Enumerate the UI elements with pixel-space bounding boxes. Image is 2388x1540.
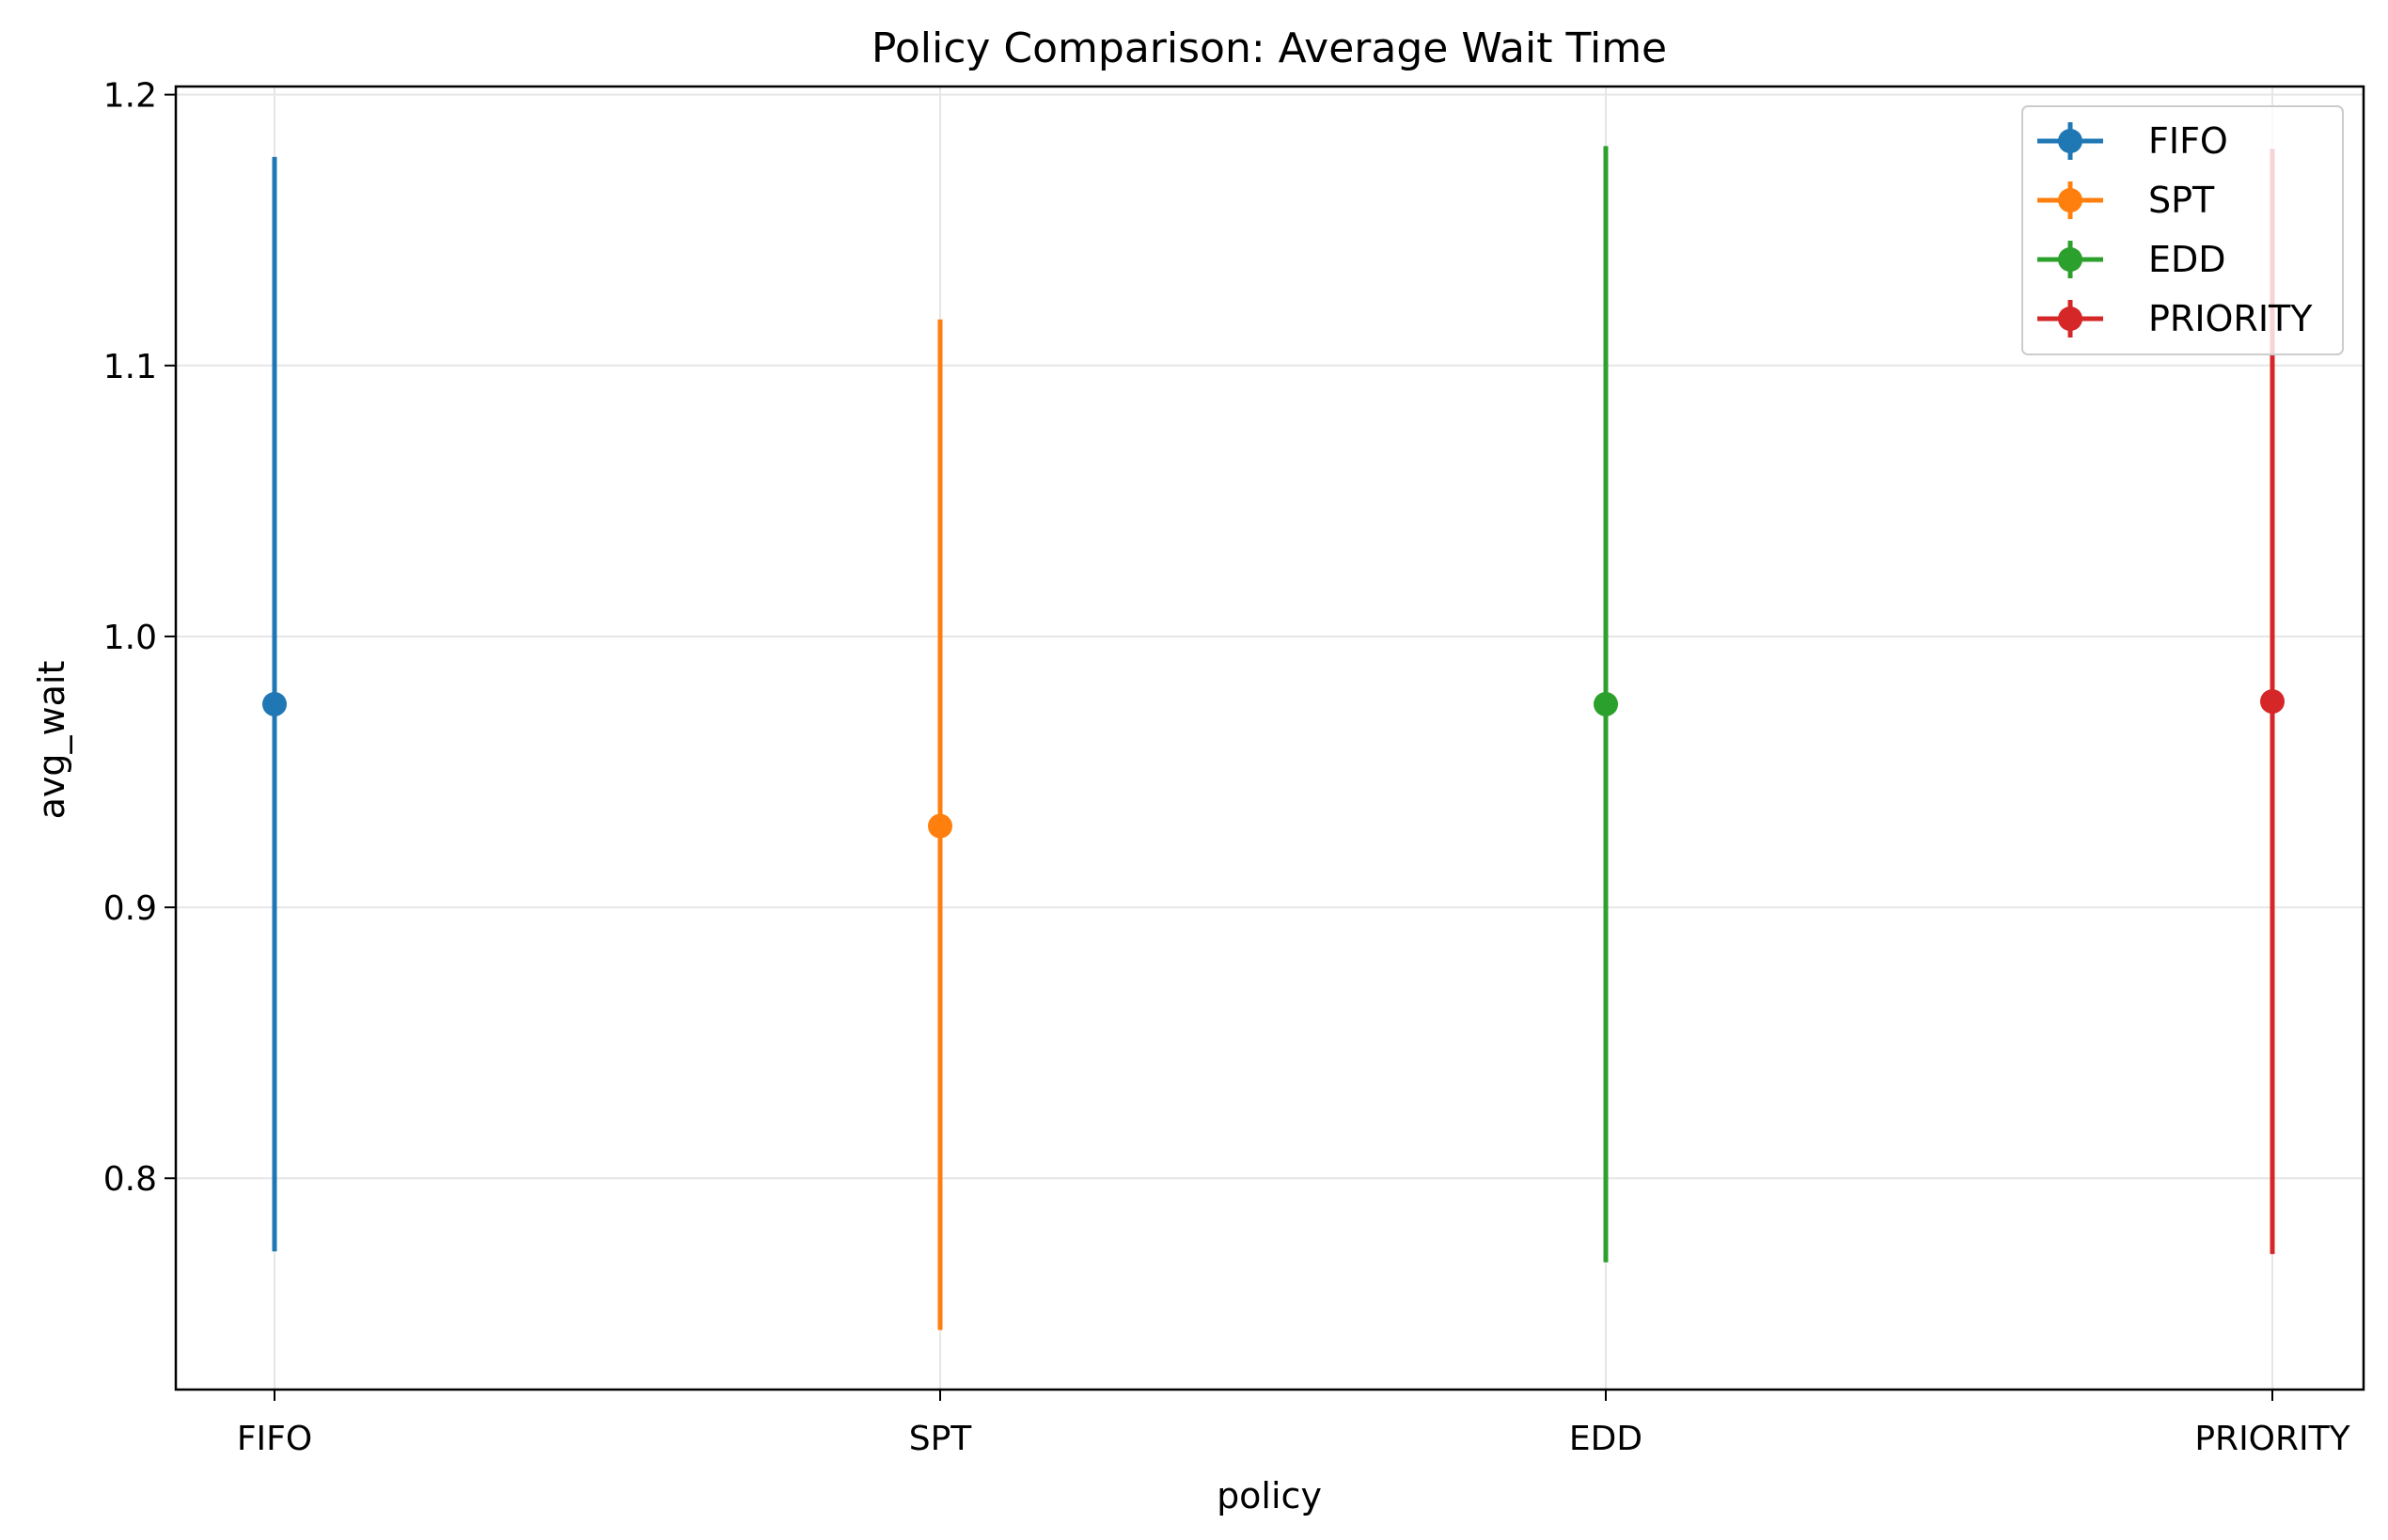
legend-marker-fifo <box>2058 129 2082 153</box>
legend-item-fifo: FIFO <box>2037 120 2228 162</box>
y-axis-label: avg_wait <box>31 661 72 820</box>
legend: FIFO SPT EDD PRIORITY <box>2021 105 2344 355</box>
legend-label-spt: SPT <box>2148 180 2215 221</box>
y-tick-label-0.9: 0.9 <box>103 889 157 928</box>
chart-title: Policy Comparison: Average Wait Time <box>872 24 1667 72</box>
y-ticks: 0.8 0.9 1.0 1.1 1.2 <box>103 77 176 1199</box>
legend-item-priority: PRIORITY <box>2037 298 2313 339</box>
x-tick-label-edd: EDD <box>1569 1420 1642 1458</box>
y-tick-label-1.2: 1.2 <box>103 77 157 116</box>
y-tick-label-0.8: 0.8 <box>103 1160 157 1199</box>
mean-point-priority <box>2260 689 2285 715</box>
data-points <box>262 689 2285 839</box>
legend-item-edd: EDD <box>2037 239 2226 280</box>
x-tick-label-spt: SPT <box>909 1420 973 1458</box>
legend-item-spt: SPT <box>2037 180 2215 221</box>
y-tick-label-1.0: 1.0 <box>103 619 157 657</box>
legend-label-fifo: FIFO <box>2148 120 2228 162</box>
legend-label-priority: PRIORITY <box>2148 298 2313 339</box>
mean-point-spt <box>928 813 952 839</box>
legend-marker-spt <box>2058 188 2082 212</box>
y-tick-label-1.1: 1.1 <box>103 348 157 386</box>
legend-marker-priority <box>2058 306 2082 331</box>
legend-label-edd: EDD <box>2148 239 2226 280</box>
legend-box <box>2021 105 2344 355</box>
plot-frame <box>174 85 2365 1391</box>
x-tick-label-fifo: FIFO <box>237 1420 312 1458</box>
mean-point-fifo <box>262 691 287 716</box>
mean-point-edd <box>1594 691 1618 716</box>
x-ticks: FIFO SPT EDD PRIORITY <box>237 1390 2351 1458</box>
legend-marker-edd <box>2058 247 2082 272</box>
x-axis-label: policy <box>1217 1475 1322 1516</box>
x-tick-label-priority: PRIORITY <box>2194 1420 2350 1458</box>
